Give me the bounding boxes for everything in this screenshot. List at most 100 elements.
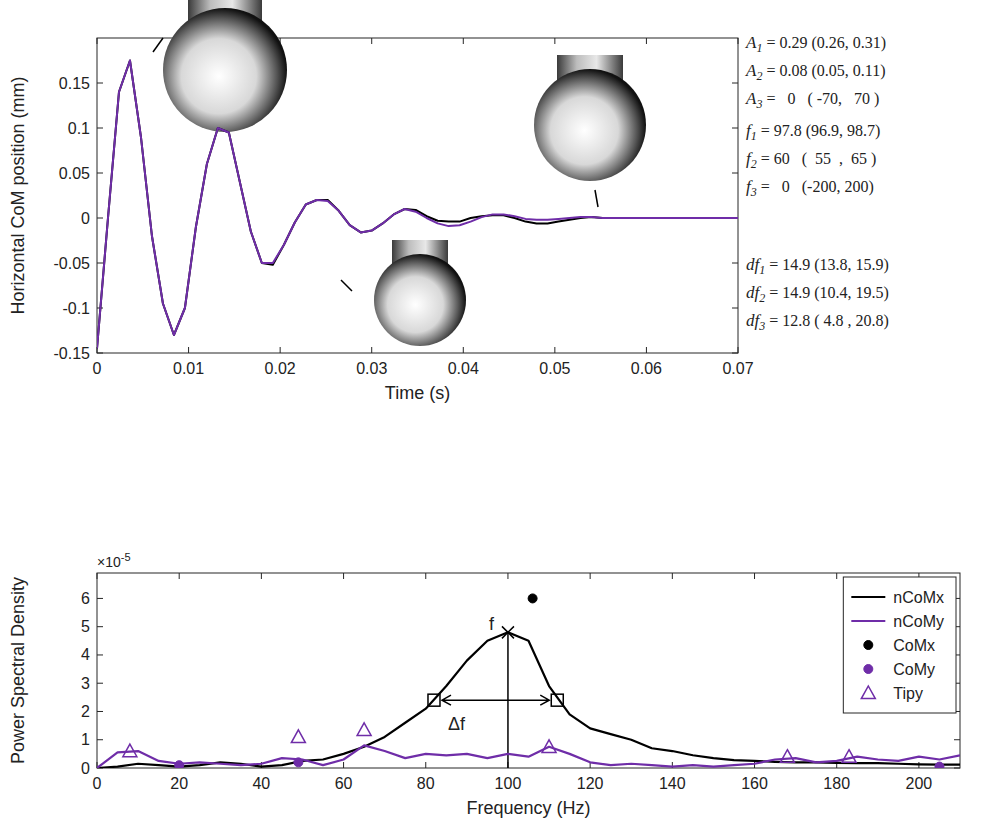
y-tick-label: 2 — [81, 703, 90, 720]
triangle-marker — [780, 750, 794, 763]
x-tick-label: 0.02 — [265, 360, 296, 377]
parameter-index: 3 — [750, 185, 757, 199]
triangle-marker — [291, 730, 305, 743]
droplet — [163, 8, 287, 132]
x-tick — [425, 762, 426, 768]
fit-parameter: f2 = 60 ( 55 , 65 ) — [746, 149, 876, 171]
droplet-image — [374, 240, 466, 346]
y-tick — [97, 173, 103, 174]
y-tick-label: 3 — [81, 675, 90, 692]
y-tick-label: 4 — [81, 646, 90, 663]
parameter-index: 3 — [755, 97, 762, 111]
x-tick-label: 140 — [659, 775, 686, 792]
y-tick — [732, 173, 738, 174]
y-tick — [97, 263, 103, 264]
psd-panel: 0204060801001201401601802000123456Freque… — [8, 551, 960, 818]
x-tick-label: 100 — [495, 775, 522, 792]
y-tick-label: -0.1 — [62, 300, 90, 317]
parameter-value: = 14.9 (10.4, 19.5) — [765, 284, 889, 302]
parameter-value: = 0.08 (0.05, 0.11) — [762, 62, 885, 80]
y-tick — [732, 83, 738, 84]
series-line — [97, 745, 960, 768]
plot-frame — [97, 573, 960, 768]
x-tick-label: 180 — [823, 775, 850, 792]
parameter-value: = 0 ( -70, 70 ) — [762, 90, 879, 108]
fit-parameter: A2 = 0.08 (0.05, 0.11) — [745, 61, 885, 83]
y-tick — [97, 626, 103, 627]
series-line — [97, 61, 738, 349]
x-tick — [179, 573, 180, 579]
width-arrow — [442, 695, 549, 705]
legend-line — [851, 620, 885, 622]
circle-marker — [528, 594, 537, 603]
parameter-symbol: A — [745, 61, 757, 80]
figure: 00.010.020.030.040.050.060.07-0.15-0.1-0… — [0, 0, 985, 831]
y-tick — [732, 263, 738, 264]
y-tick — [954, 768, 960, 769]
x-tick — [646, 347, 647, 353]
x-tick — [371, 38, 372, 44]
x-tick — [371, 347, 372, 353]
y-tick — [97, 739, 103, 740]
y-tick — [97, 353, 103, 354]
fit-parameter: f3 = 0 (-200, 200) — [746, 177, 874, 199]
x-tick-label: 80 — [417, 775, 435, 792]
leader-line — [153, 38, 163, 52]
x-tick-label: 0.04 — [448, 360, 479, 377]
x-tick-label: 0 — [93, 360, 102, 377]
legend: nCoMxnCoMyCoMxCoMyTipy — [843, 577, 956, 713]
y-tick-label: -0.15 — [54, 345, 91, 362]
legend-line — [851, 596, 885, 598]
x-tick — [554, 38, 555, 44]
y-tick — [97, 654, 103, 655]
fit-parameter: df1 = 14.9 (13.8, 15.9) — [746, 255, 889, 277]
droplet-image — [163, 0, 287, 132]
x-tick-label: 160 — [741, 775, 768, 792]
x-tick — [97, 38, 98, 44]
y-tick — [97, 128, 103, 129]
x-tick — [507, 573, 508, 579]
y-tick-label: 6 — [81, 590, 90, 607]
x-tick — [343, 762, 344, 768]
triangle-marker — [542, 740, 556, 753]
triangle-marker — [357, 723, 371, 736]
triangle-marker — [861, 686, 875, 699]
parameter-symbol: A — [745, 33, 757, 52]
circle-marker — [175, 761, 184, 768]
y-axis-title: Horizontal CoM position (mm) — [8, 76, 28, 314]
x-tick — [836, 573, 837, 579]
x-tick-label: 200 — [906, 775, 933, 792]
x-tick — [554, 347, 555, 353]
legend-label: Tipy — [893, 685, 923, 702]
droplet — [534, 69, 646, 181]
circle-marker — [935, 762, 944, 768]
series-group — [97, 61, 738, 349]
circle-marker — [294, 758, 303, 767]
legend-box — [843, 577, 956, 713]
y-tick-label: 0.1 — [68, 120, 90, 137]
x-tick-label: 0 — [93, 775, 102, 792]
y-tick-label: 1 — [81, 731, 90, 748]
x-tick-label: 60 — [335, 775, 353, 792]
y-tick — [732, 353, 738, 354]
series-line — [97, 61, 738, 349]
x-tick-label: 120 — [577, 775, 604, 792]
x-tick-label: 0.05 — [539, 360, 570, 377]
x-tick — [646, 38, 647, 44]
y-tick — [97, 83, 103, 84]
legend-label: CoMy — [893, 661, 935, 678]
parameter-value: = 97.8 (96.9, 98.7) — [757, 122, 881, 140]
parameter-value: = 60 ( 55 , 65 ) — [757, 150, 877, 168]
legend-label: CoMx — [893, 637, 935, 654]
series-line — [97, 632, 960, 768]
droplet — [374, 254, 466, 346]
leader-line — [595, 190, 598, 207]
fit-parameter: A3 = 0 ( -70, 70 ) — [745, 89, 879, 111]
parameter-value: = 14.9 (13.8, 15.9) — [765, 256, 889, 274]
fit-parameter: df2 = 14.9 (10.4, 19.5) — [746, 283, 889, 305]
peak-label: f — [489, 614, 495, 634]
x-tick — [463, 347, 464, 353]
half-max-marker — [428, 694, 440, 706]
parameter-symbol: A — [745, 89, 757, 108]
y-axis-title: Power Spectral Density — [8, 577, 28, 764]
